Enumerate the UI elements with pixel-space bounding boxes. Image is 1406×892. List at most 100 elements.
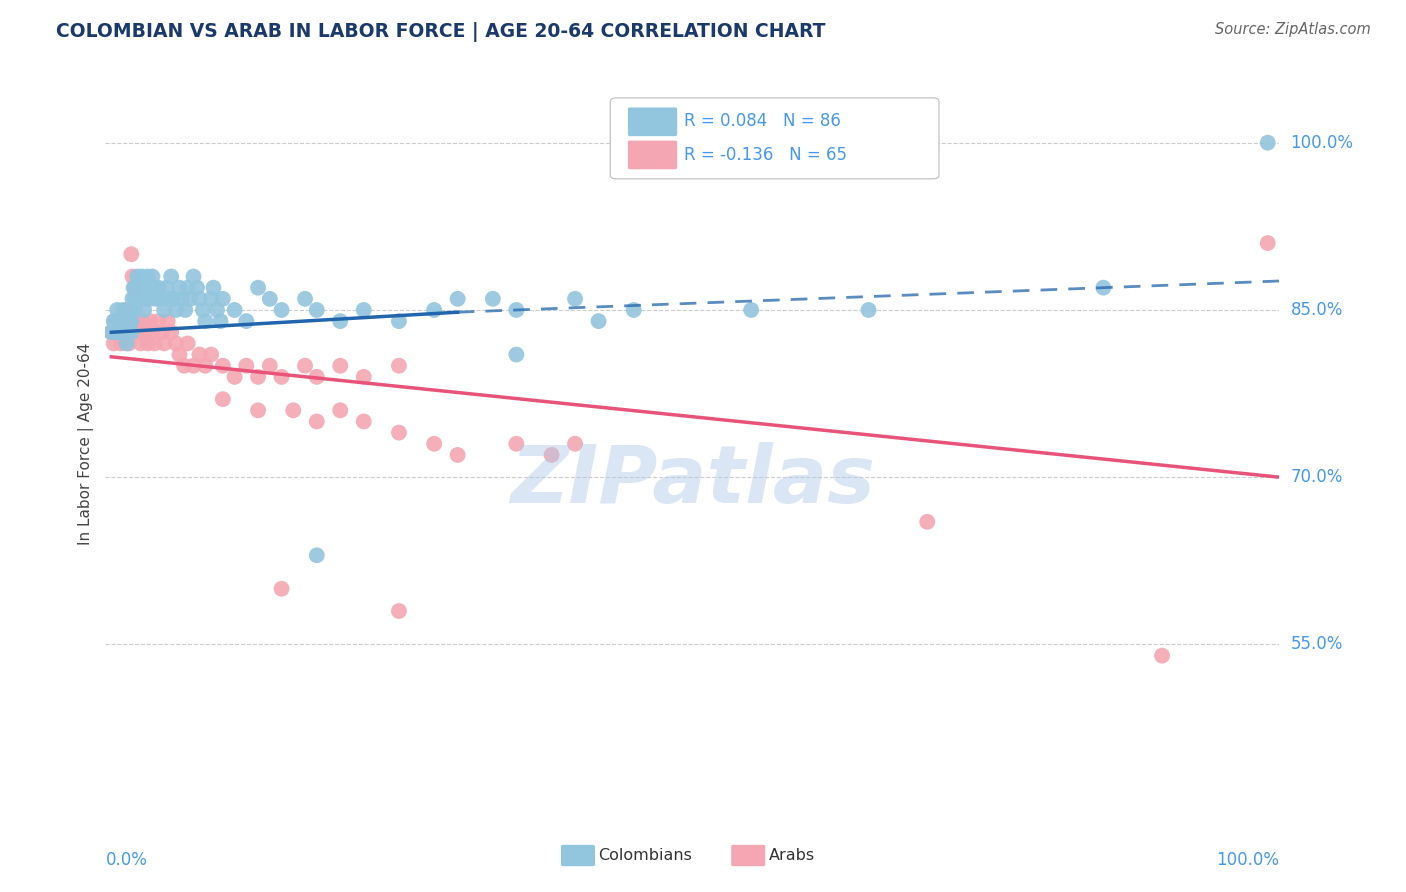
Point	[118, 336, 141, 351]
Point	[148, 280, 170, 294]
Point	[858, 303, 880, 318]
Point	[505, 303, 527, 318]
Point	[110, 325, 132, 339]
Point	[423, 436, 446, 450]
Point	[136, 336, 159, 351]
FancyBboxPatch shape	[610, 98, 939, 178]
Point	[270, 303, 292, 318]
Point	[205, 303, 228, 318]
Point	[917, 515, 939, 529]
Point	[120, 247, 142, 261]
Point	[127, 269, 149, 284]
Point	[388, 314, 411, 328]
Point	[353, 414, 375, 428]
Point	[169, 280, 191, 294]
Point	[117, 303, 139, 318]
Text: Colombians: Colombians	[599, 847, 692, 863]
Point	[121, 269, 143, 284]
Point	[142, 280, 165, 294]
Point	[235, 314, 257, 328]
Point	[139, 314, 162, 328]
Point	[115, 303, 138, 318]
Point	[104, 325, 127, 339]
Y-axis label: In Labor Force | Age 20-64: In Labor Force | Age 20-64	[79, 343, 94, 545]
Point	[160, 325, 183, 339]
Point	[482, 292, 505, 306]
Point	[224, 369, 246, 384]
FancyBboxPatch shape	[628, 107, 678, 136]
Text: 0.0%: 0.0%	[105, 851, 148, 869]
Point	[388, 359, 411, 373]
Point	[105, 314, 128, 328]
Point	[108, 314, 131, 328]
Point	[131, 269, 153, 284]
Point	[120, 325, 142, 339]
Point	[224, 303, 246, 318]
Point	[353, 303, 375, 318]
Point	[104, 314, 127, 328]
Point	[740, 303, 762, 318]
Point	[247, 403, 270, 417]
Point	[128, 292, 150, 306]
Point	[447, 448, 470, 462]
Point	[134, 303, 156, 318]
Point	[270, 582, 292, 596]
Point	[127, 314, 149, 328]
Point	[165, 303, 187, 318]
Point	[194, 359, 217, 373]
Point	[564, 436, 586, 450]
Point	[150, 325, 173, 339]
Point	[388, 425, 411, 440]
Text: 70.0%: 70.0%	[1291, 468, 1343, 486]
Text: COLOMBIAN VS ARAB IN LABOR FORCE | AGE 20-64 CORRELATION CHART: COLOMBIAN VS ARAB IN LABOR FORCE | AGE 2…	[56, 22, 825, 42]
Point	[1257, 136, 1279, 150]
Point	[173, 359, 195, 373]
Point	[247, 369, 270, 384]
Point	[132, 292, 155, 306]
Point	[202, 280, 225, 294]
Point	[155, 280, 177, 294]
Point	[211, 359, 233, 373]
Point	[141, 325, 163, 339]
Point	[129, 280, 152, 294]
Point	[134, 280, 156, 294]
Point	[191, 303, 214, 318]
FancyBboxPatch shape	[731, 845, 765, 866]
Point	[447, 292, 470, 306]
Point	[423, 303, 446, 318]
Point	[112, 314, 135, 328]
Point	[114, 325, 136, 339]
Point	[174, 303, 197, 318]
Point	[588, 314, 610, 328]
Point	[122, 280, 145, 294]
Point	[156, 314, 179, 328]
Point	[211, 392, 233, 406]
Text: Arabs: Arabs	[769, 847, 815, 863]
Point	[209, 314, 232, 328]
Point	[124, 292, 146, 306]
Point	[105, 303, 128, 318]
Point	[353, 369, 375, 384]
Text: Source: ZipAtlas.com: Source: ZipAtlas.com	[1215, 22, 1371, 37]
Point	[170, 292, 193, 306]
Point	[200, 292, 222, 306]
Point	[118, 314, 141, 328]
Point	[148, 314, 170, 328]
Point	[112, 325, 135, 339]
Point	[128, 325, 150, 339]
Point	[305, 303, 328, 318]
Text: R = -0.136   N = 65: R = -0.136 N = 65	[685, 145, 848, 163]
Point	[162, 292, 184, 306]
Point	[564, 292, 586, 306]
Point	[145, 292, 167, 306]
Point	[125, 280, 148, 294]
Point	[188, 347, 211, 362]
Point	[188, 292, 211, 306]
Point	[105, 314, 128, 328]
Point	[112, 314, 135, 328]
Text: 85.0%: 85.0%	[1291, 301, 1343, 319]
Point	[176, 280, 198, 294]
Point	[138, 280, 160, 294]
Point	[160, 269, 183, 284]
Text: ZIPatlas: ZIPatlas	[510, 442, 875, 519]
